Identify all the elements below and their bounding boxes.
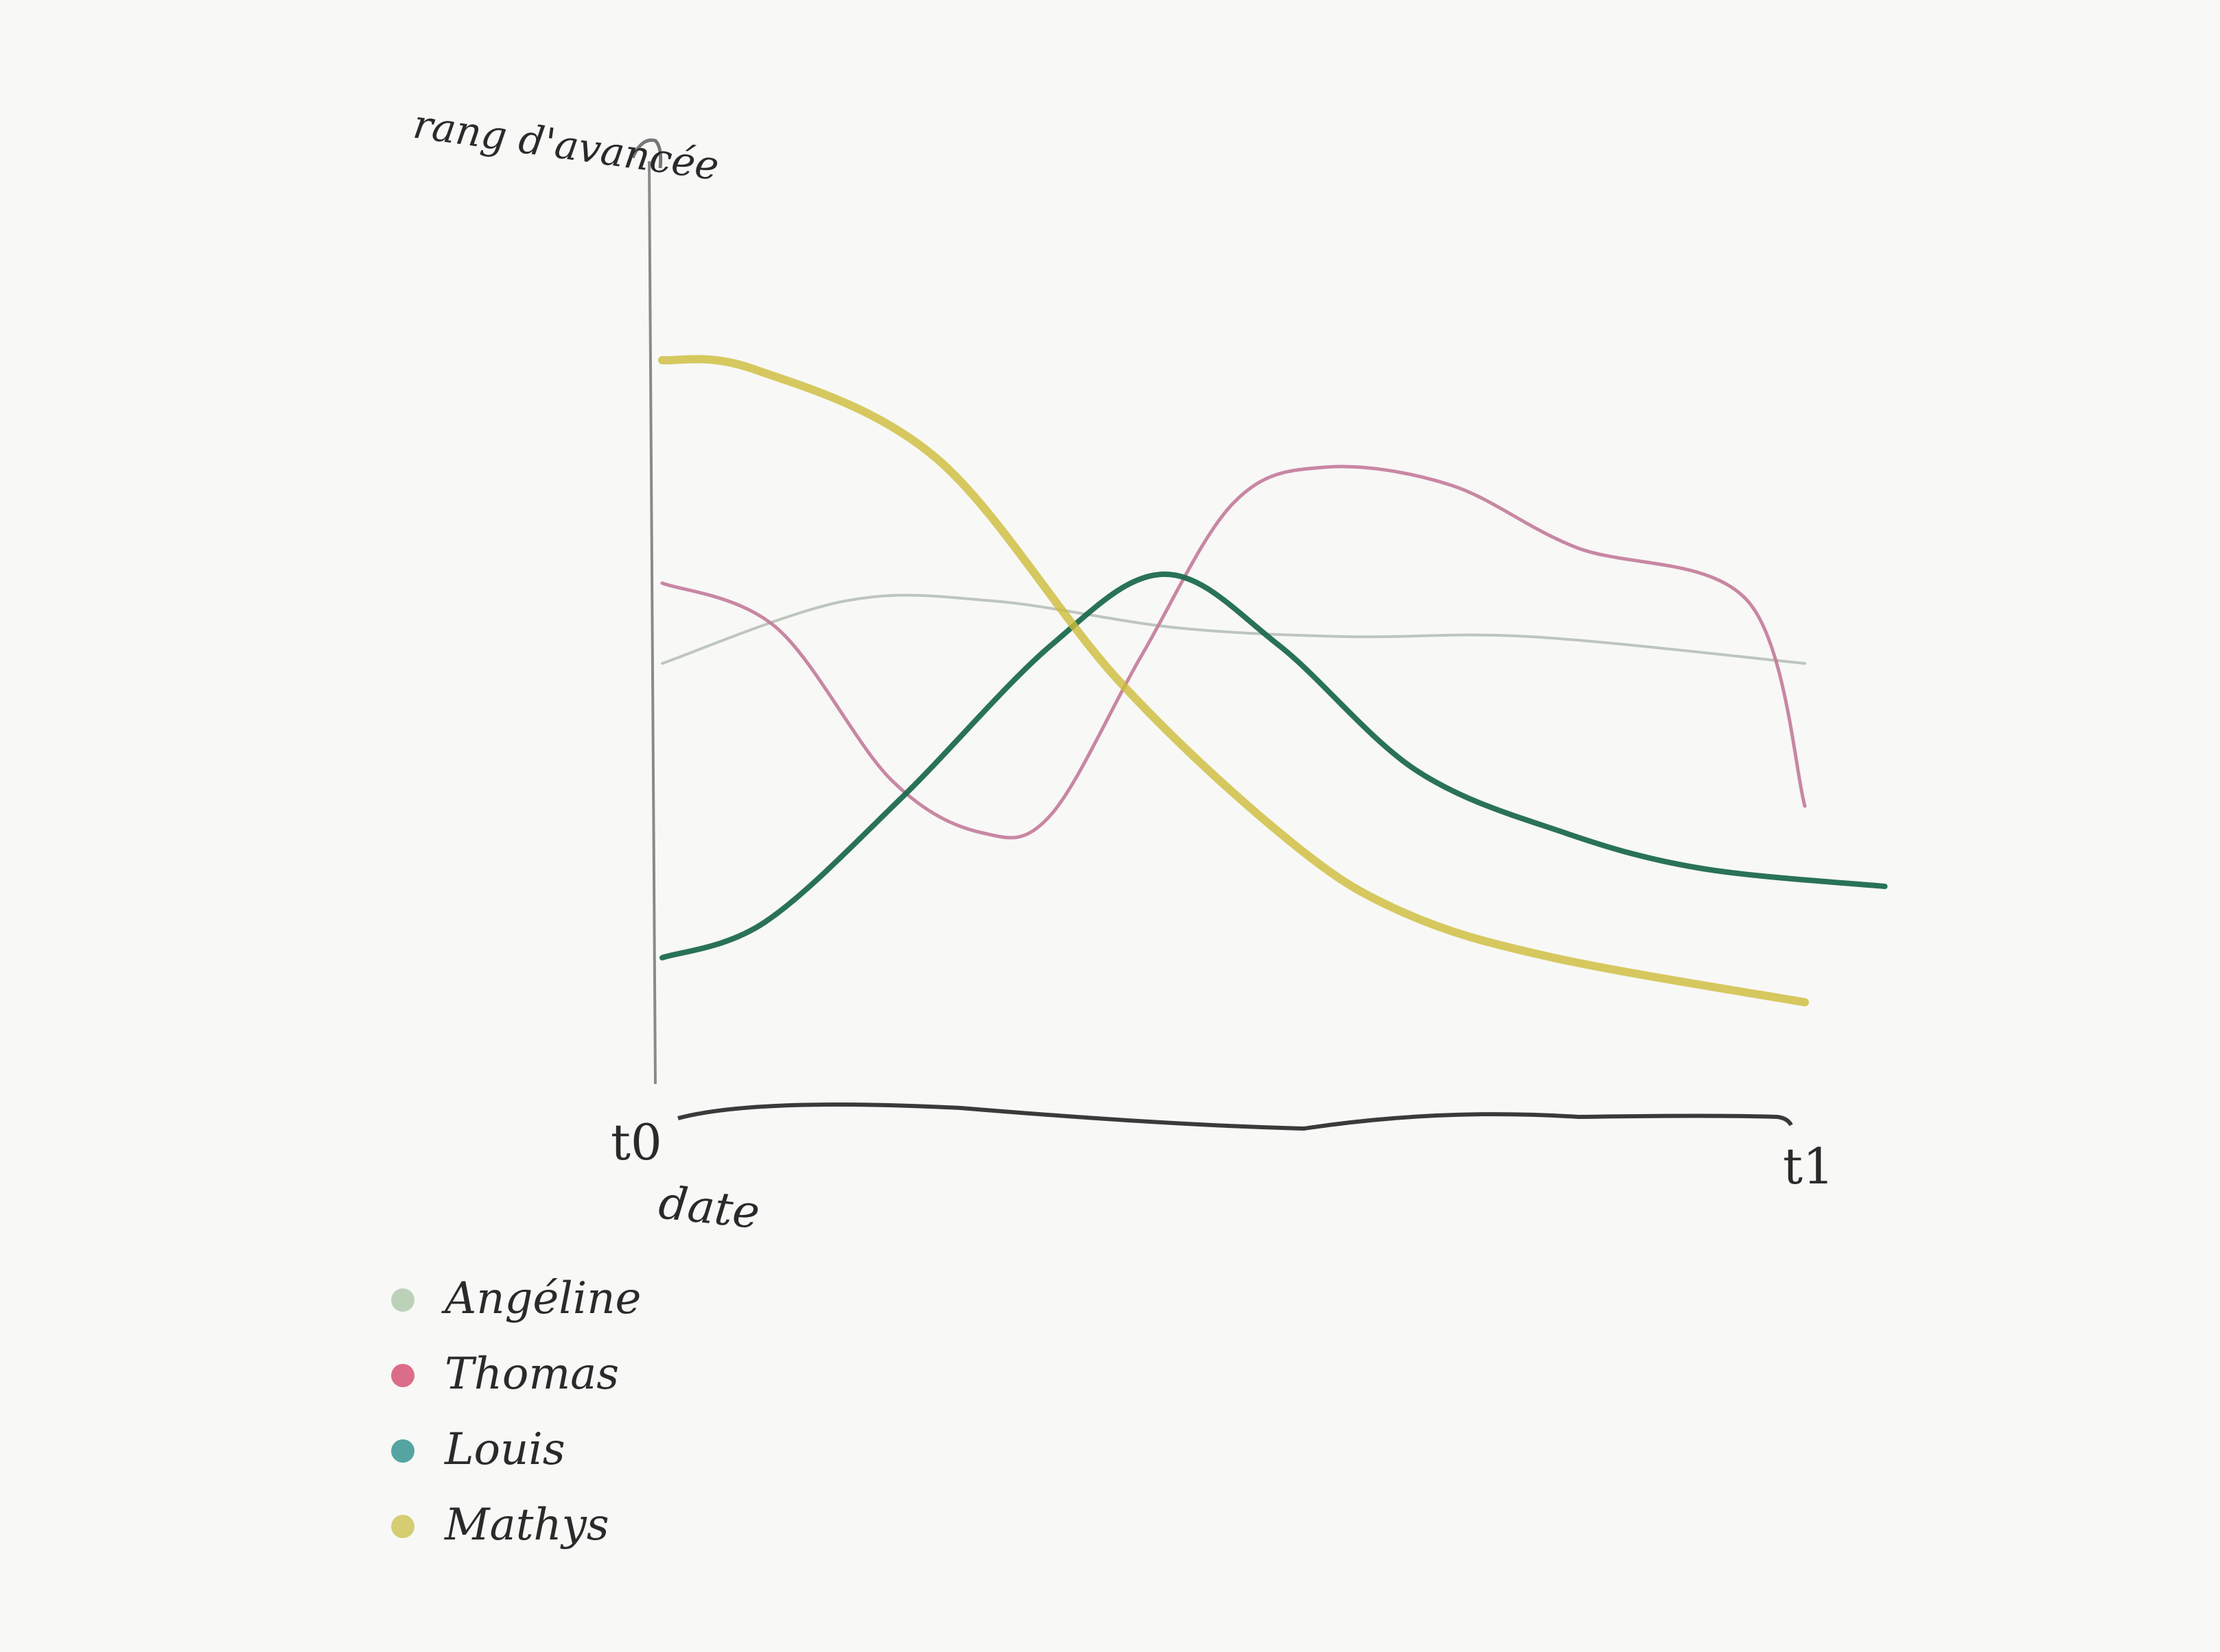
legend-label: Thomas: [445, 1349, 620, 1400]
x-axis: [677, 1102, 1793, 1131]
series-line-angeline: [661, 593, 1806, 665]
series-line-louis: [659, 571, 1888, 960]
legend-label: Angéline: [445, 1273, 642, 1324]
legend-item-louis: Louis: [384, 1420, 865, 1482]
y-axis-arrowhead: [631, 138, 663, 169]
x-tick-end: t1: [1783, 1137, 1834, 1195]
series-layer: [658, 355, 1888, 1006]
y-axis-label: rang d'avancée: [410, 101, 722, 190]
legend: Angéline Thomas Louis Mathys: [384, 1269, 865, 1598]
legend-swatch: [391, 1364, 414, 1387]
legend-item-thomas: Thomas: [384, 1345, 865, 1406]
legend-item-angeline: Angéline: [384, 1269, 865, 1331]
y-axis: [648, 161, 657, 1085]
legend-swatch: [391, 1288, 414, 1312]
x-axis-label: date: [656, 1176, 762, 1239]
legend-swatch: [391, 1515, 414, 1538]
legend-swatch: [391, 1439, 414, 1463]
series-line-thomas: [660, 464, 1807, 840]
x-tick-start: t0: [611, 1113, 662, 1171]
series-line-mathys: [658, 355, 1809, 1006]
legend-item-mathys: Mathys: [384, 1496, 865, 1557]
legend-label: Louis: [445, 1424, 565, 1475]
legend-label: Mathys: [445, 1500, 609, 1550]
